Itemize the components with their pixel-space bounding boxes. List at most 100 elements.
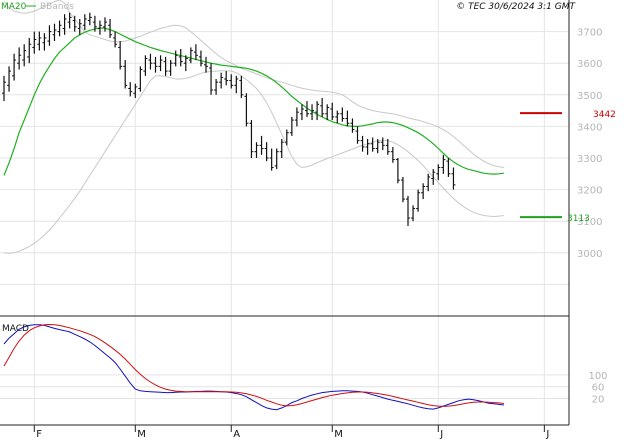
ohlc-bar	[77, 18, 82, 35]
date-label: M	[334, 429, 343, 440]
copyright: © TEC 30/6/2024 3:1 GMT	[456, 2, 576, 12]
ohlc-bar	[416, 189, 421, 212]
ohlc-bar	[239, 75, 244, 98]
ohlc-bar	[229, 74, 234, 89]
ohlc-bar	[224, 71, 229, 86]
value-markers: 3442 3113	[520, 110, 616, 224]
ohlc-bar	[355, 126, 360, 144]
ohlc-bar	[325, 104, 330, 121]
upper-marker-value: 3442	[593, 110, 616, 120]
ohlc-bar	[118, 41, 123, 70]
ohlc-bar	[375, 139, 380, 154]
ohlc-bar	[320, 97, 325, 117]
date-label: M	[137, 429, 146, 440]
ohlc-bar	[209, 63, 214, 95]
ohlc-bar	[289, 116, 294, 136]
ohlc-bar	[441, 154, 446, 174]
date-label: F	[36, 429, 42, 440]
ohlc-bar	[22, 44, 27, 67]
ohlc-bar	[365, 139, 370, 155]
ohlc-bar	[431, 169, 436, 185]
ohlc-bar	[330, 102, 335, 121]
ohlc-bar	[426, 173, 431, 192]
ohlc-bar	[27, 37, 32, 64]
ohlc-bar	[188, 47, 193, 64]
ohlc-bar	[446, 158, 451, 177]
ohlc-bar	[108, 18, 113, 38]
ma20-series	[3, 27, 504, 176]
ohlc-bar	[173, 50, 178, 67]
price-tick-label: 3300	[577, 154, 602, 165]
ohlc-bar	[153, 56, 158, 73]
ohlc-bar	[259, 135, 264, 155]
ohlc-bar	[254, 142, 259, 158]
ohlc-bar	[436, 164, 441, 181]
ohlc-bar	[168, 60, 173, 76]
ohlc-bar	[219, 72, 224, 89]
bb-upper-line	[3, 0, 504, 168]
ohlc-bar	[193, 44, 198, 61]
date-label: J	[545, 429, 549, 440]
ohlc-bar	[183, 55, 188, 72]
ohlc-bar	[264, 142, 269, 162]
ohlc-bar	[345, 110, 350, 127]
ohlc-bar	[340, 107, 345, 122]
ohlc-bar	[138, 66, 143, 92]
ohlc-bar	[158, 55, 163, 72]
ohlc-bar	[451, 167, 456, 190]
macd-label: MACD	[2, 324, 29, 334]
ohlc-bar	[87, 12, 92, 26]
ohlc-bar	[310, 104, 315, 121]
price-tick-label: 3000	[577, 249, 602, 260]
ohlc-bar	[360, 135, 365, 152]
ohlc-bar	[67, 12, 72, 29]
ohlc-bar	[72, 15, 77, 32]
ohlc-bar	[7, 66, 12, 92]
macd-tick-label: 20	[592, 394, 605, 405]
ohlc-bar	[411, 205, 416, 222]
lower-marker-value: 3113	[567, 214, 590, 224]
ohlc-bar	[178, 48, 183, 67]
bollinger-bands	[3, 0, 504, 254]
ohlc-bar	[123, 60, 128, 89]
bb-lower-line	[3, 70, 504, 254]
macd-panel	[3, 323, 504, 411]
price-tick-label: 3400	[577, 122, 602, 133]
ohlc-bar	[269, 148, 274, 171]
ohlc-bar	[12, 53, 17, 81]
price-tick-label: 3100	[577, 217, 602, 228]
price-tick-label: 3600	[577, 59, 602, 70]
ohlc-bar	[47, 25, 52, 46]
date-label: A	[233, 429, 240, 440]
ohlc-bar	[249, 120, 254, 158]
ohlc-bar	[274, 148, 279, 170]
ohlc-bar	[234, 75, 239, 94]
ohlc-bar	[32, 31, 37, 54]
ohlc-bar	[82, 14, 87, 31]
grid	[0, 0, 569, 425]
ma20-line	[3, 27, 504, 176]
ohlc-bar	[390, 146, 395, 163]
legend-bbands: BBands	[40, 2, 74, 12]
macd-tick-label: 100	[588, 371, 607, 382]
ohlc-bar	[103, 17, 107, 32]
ohlc-bar	[294, 107, 299, 127]
ohlc-bar	[244, 93, 249, 127]
macd-signal-line	[3, 323, 504, 407]
legend-ma20: MA20	[1, 2, 27, 12]
ohlc-bar	[406, 195, 410, 226]
price-tick-label: 3200	[577, 186, 602, 197]
ohlc-bars	[2, 12, 456, 226]
ohlc-bar	[133, 83, 138, 98]
ohlc-bar	[370, 137, 375, 152]
ohlc-bar	[148, 53, 153, 70]
ohlc-bar	[37, 31, 42, 51]
ohlc-bar	[279, 139, 284, 158]
ohlc-bar	[42, 33, 47, 51]
ohlc-bar	[284, 129, 289, 146]
ohlc-bar	[299, 104, 304, 121]
price-tick-label: 3700	[577, 28, 602, 39]
